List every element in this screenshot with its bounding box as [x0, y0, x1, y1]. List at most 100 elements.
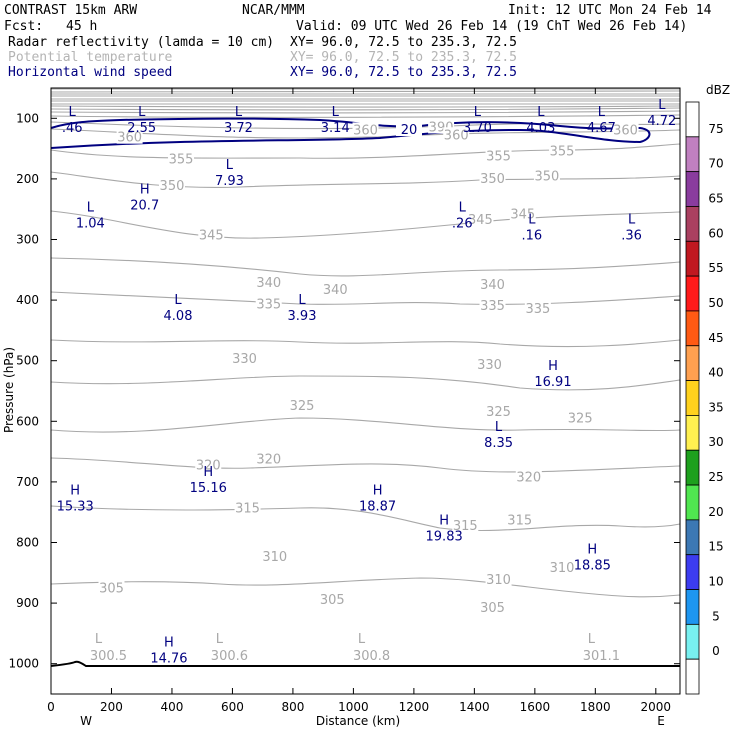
colorbar-level: 15 — [708, 540, 723, 554]
wind-extremum-type: H — [548, 359, 558, 374]
theta-contour-label: 355 — [550, 145, 575, 160]
x-tick-label: 1000 — [338, 700, 369, 714]
theta-label-bg — [476, 356, 503, 371]
y-tick-label: 400 — [16, 293, 39, 307]
theta-label-bg — [98, 580, 125, 595]
theta-label-bg — [116, 129, 143, 144]
field-name-wind: Horizontal wind speed — [8, 65, 172, 80]
theta-label-bg — [479, 298, 506, 313]
theta-label-bg — [231, 350, 258, 365]
wind-extrema: L.46L2.55L3.72L3.14L3.70L4.03L4.67L4.72L… — [57, 98, 677, 667]
wind-extremum-type: L — [528, 212, 536, 227]
wind-extremum-type: L — [235, 105, 243, 120]
theta-label-bg — [255, 451, 282, 466]
x-axis-east: E — [657, 714, 665, 728]
theta-contour-label: 320 — [516, 471, 541, 486]
colorbar-swatch — [685, 345, 700, 381]
wind-extremum-value: 15.16 — [190, 481, 227, 496]
y-tick-label: 500 — [16, 354, 39, 368]
colorbar-swatch — [685, 484, 700, 521]
y-tick-label: 200 — [16, 172, 39, 186]
theta-label-bg — [479, 276, 506, 291]
forecast-hour: 45 h — [66, 19, 97, 34]
theta-label-bg — [198, 227, 225, 242]
theta-label-bg — [255, 275, 282, 290]
theta-contour-label: 325 — [290, 399, 315, 414]
x-tick-label: 600 — [221, 700, 244, 714]
colorbar-swatch — [685, 206, 700, 242]
theta-label-bg — [452, 518, 479, 533]
theta-label-bg — [485, 404, 512, 419]
theta-extremum-value: 301.1 — [583, 649, 620, 664]
theta-label-bg — [443, 127, 470, 142]
theta-contour-label: 355 — [486, 149, 511, 164]
init-time: Init: 12 UTC Mon 24 Feb 14 — [508, 3, 712, 18]
wind-extremum-type: L — [495, 420, 503, 435]
colorbar-swatch — [685, 275, 700, 312]
theta-contour-label: 350 — [535, 169, 560, 184]
theta-contour-label: 355 — [169, 153, 194, 168]
theta-contour-label: 330 — [232, 352, 257, 367]
theta-label-bg — [168, 151, 195, 166]
y-tick-label: 1000 — [8, 657, 39, 671]
x-tick-label: 800 — [281, 700, 304, 714]
theta-label-bg — [567, 410, 594, 425]
theta-label-bg — [195, 457, 222, 472]
wind-extremum-value: 4.03 — [526, 121, 555, 136]
theta-contour-label: 315 — [235, 502, 260, 517]
theta-contour-label: 320 — [196, 459, 221, 474]
theta-label-bg — [515, 469, 542, 484]
wind-extremum-value: 3.14 — [321, 121, 350, 136]
x-tick-label: 400 — [161, 700, 184, 714]
theta-extremum-type: L — [588, 632, 596, 647]
theta-label-bg — [485, 572, 512, 587]
x-tick-label: 0 — [47, 700, 55, 714]
colorbar-swatch — [685, 449, 700, 486]
colorbar-swatch — [685, 380, 700, 416]
theta-extremum-value: 300.6 — [211, 649, 248, 664]
theta-contour-label: 305 — [99, 582, 124, 597]
wind-extremum-type: H — [587, 543, 597, 558]
wind-extremum-value: 3.93 — [288, 309, 317, 324]
wind-extremum-type: H — [140, 183, 150, 198]
organization: NCAR/MMM — [242, 3, 305, 18]
theta-contour-label: 360 — [444, 128, 469, 143]
theta-contour-label: 340 — [256, 276, 281, 291]
wind-extremum-value: 3.72 — [224, 121, 253, 136]
theta-label-bg — [319, 592, 346, 607]
theta-label-bg — [479, 599, 506, 614]
x-axis: 0 200 400 600 800 1000 1200 1400 1600 1800 2000 — [47, 88, 671, 714]
theta-contour-label: 320 — [256, 452, 281, 467]
wind-extremum-value: 16.91 — [534, 375, 571, 390]
colorbar-level: 50 — [708, 296, 723, 310]
field-name-reflectivity: Radar reflectivity (lamda = 10 cm) — [8, 35, 274, 50]
theta-label-bg — [467, 212, 494, 227]
wind-extremum-value: 8.35 — [484, 436, 513, 451]
wind-extremum-value: 4.08 — [164, 309, 193, 324]
colorbar-swatch — [685, 240, 700, 277]
colorbar-unit: dBZ — [706, 83, 730, 97]
theta-label-bg — [261, 549, 288, 564]
theta-contour-label: 310 — [262, 550, 287, 565]
x-axis-label: Distance (km) — [316, 714, 400, 728]
colorbar-swatch — [685, 171, 700, 207]
theta-extremum-value: 300.5 — [90, 649, 127, 664]
colorbar-level: 45 — [708, 331, 723, 345]
theta-label-bg — [322, 281, 349, 296]
y-tick-label: 300 — [16, 233, 39, 247]
theta-contour-label: 330 — [477, 358, 502, 373]
wind-extremum-value: .26 — [452, 216, 473, 231]
wind-extremum-value: .36 — [621, 228, 642, 243]
wind-extremum-type: H — [164, 635, 174, 650]
model-title: CONTRAST 15km ARW — [4, 3, 137, 18]
colorbar-level: 70 — [708, 157, 723, 171]
wind-extremum-value: 20.7 — [130, 199, 159, 214]
y-tick-label: 600 — [16, 414, 39, 428]
y-tick-label: 100 — [16, 111, 39, 125]
y-tick-label: 700 — [16, 475, 39, 489]
theta-label-bg — [255, 296, 282, 311]
theta-label-bg — [234, 500, 261, 515]
x-tick-label: 200 — [100, 700, 123, 714]
